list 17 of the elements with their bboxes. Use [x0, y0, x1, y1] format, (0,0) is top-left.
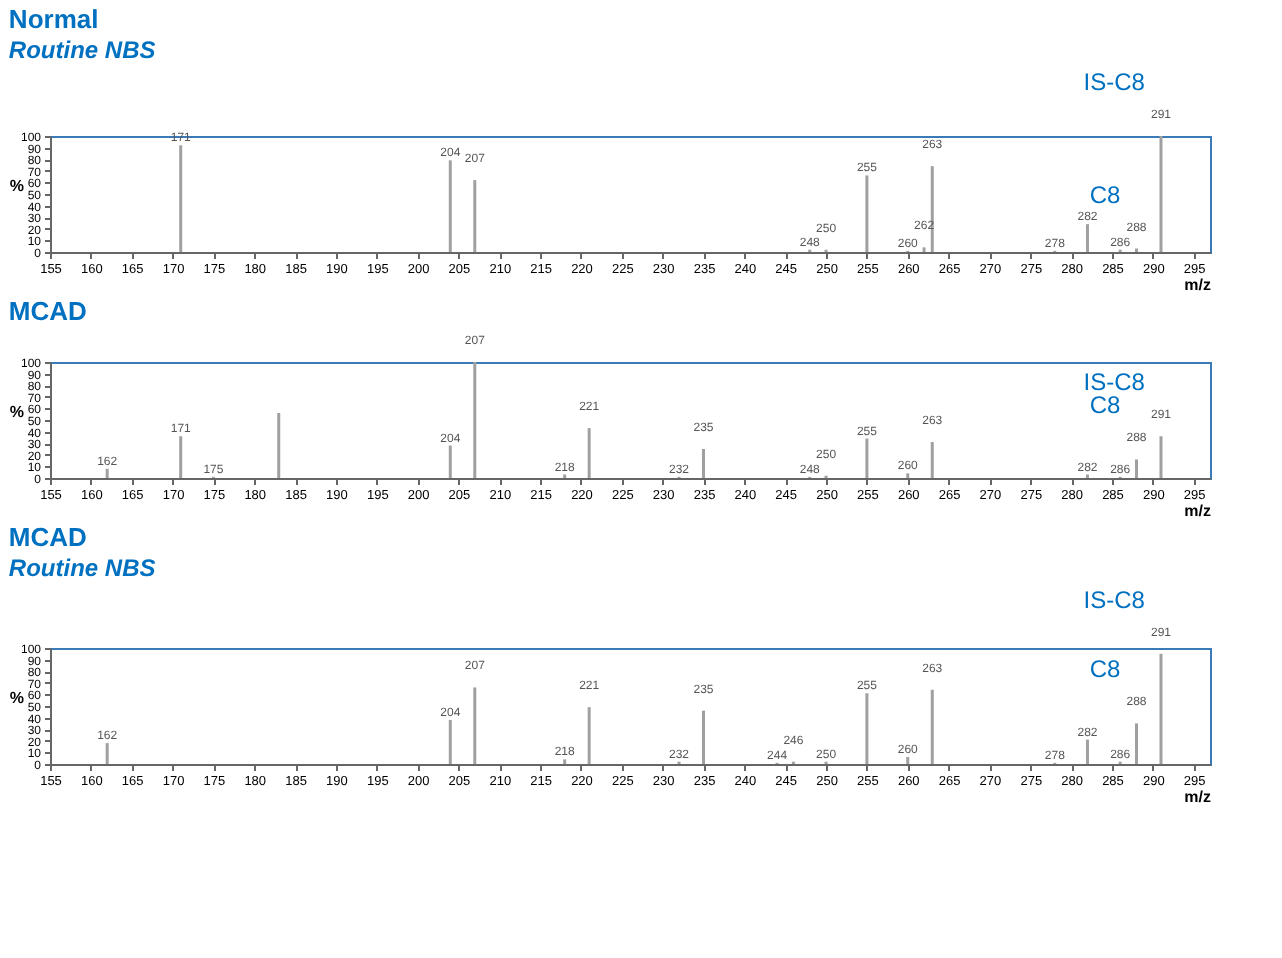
y-axis-title: % [9, 403, 25, 421]
annotation: C8 [1089, 655, 1122, 684]
chart-title: Normal [8, 4, 99, 34]
y-axis-title: % [9, 689, 25, 707]
chart-subtitle: Routine NBS [8, 553, 156, 582]
annotation: C8 [1089, 391, 1122, 420]
chart-subtitle: Routine NBS [8, 36, 156, 64]
chart-title: MCAD [8, 521, 87, 552]
annotation: IS-C8 [1083, 585, 1146, 614]
x-axis-title: m/z [1184, 276, 1211, 294]
annotation: IS-C8 [1083, 368, 1146, 397]
annotation: C8 [1089, 180, 1122, 209]
chart-title: MCAD [8, 296, 87, 326]
x-axis-title: m/z [1184, 502, 1211, 520]
x-axis-title: m/z [1184, 788, 1211, 806]
y-axis-title: % [9, 177, 25, 195]
annotation: IS-C8 [1083, 68, 1146, 96]
